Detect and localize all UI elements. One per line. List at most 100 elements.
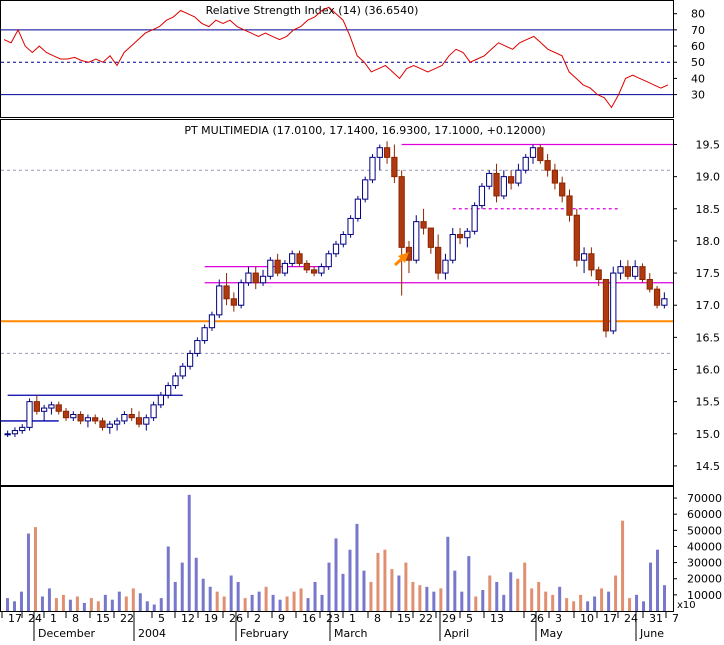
volume-tick-label: 50000: [687, 524, 722, 537]
volume-bar: [180, 562, 184, 611]
price-tick-label: 16.5: [696, 331, 721, 344]
volume-bar: [131, 588, 135, 611]
volume-bar: [292, 591, 296, 611]
volume-bar: [145, 601, 149, 611]
x-tick-label: 1: [349, 612, 356, 625]
price-panel-title: PT MULTIMEDIA (17.0100, 17.1400, 16.9300…: [184, 124, 545, 137]
volume-bar: [257, 591, 261, 611]
volume-bar: [173, 581, 177, 611]
volume-tick-label: 10000: [687, 589, 722, 602]
volume-bar: [208, 586, 212, 611]
rsi-tick-label: 80: [691, 8, 705, 21]
volume-bar: [481, 590, 485, 611]
candle-body: [376, 147, 383, 158]
candle-body: [653, 288, 661, 306]
volume-bar: [243, 598, 247, 611]
volume-bar: [432, 591, 436, 611]
price-tick-label: 17.5: [696, 267, 721, 280]
candle-body: [566, 195, 573, 216]
candle-body: [19, 426, 26, 432]
volume-bar: [628, 598, 632, 611]
volume-bar: [40, 596, 44, 611]
candle-body: [354, 198, 362, 219]
volume-tick-label: 60000: [687, 508, 722, 521]
candle-body: [413, 221, 420, 261]
volume-bar: [572, 601, 576, 611]
candle-body: [500, 176, 507, 197]
volume-bar: [649, 562, 653, 611]
candle-body: [143, 417, 150, 425]
candle-body: [449, 234, 456, 261]
candle-body: [588, 253, 595, 271]
x-axis: 17 24 1 8 15 22 5 12 19 26 2 9 16 23 1 8 15 22 29 5 13 26 3 10 1…: [1, 612, 679, 641]
candle-body: [544, 160, 551, 171]
price-tick-label: 19.5: [696, 139, 721, 152]
candle-body: [486, 172, 493, 187]
candle-body: [340, 234, 347, 245]
x-tick-label: 19: [204, 612, 218, 625]
x-tick-label: 17: [8, 612, 22, 625]
candle-body: [26, 401, 33, 428]
candle-body: [318, 266, 325, 274]
candle-body: [325, 253, 332, 268]
volume-bar: [264, 586, 268, 611]
candle-body: [179, 365, 186, 377]
volume-bar: [516, 578, 520, 611]
volume-tick-label: 30000: [687, 557, 722, 570]
candle-body: [296, 253, 303, 264]
price-tick-label: 17.0: [696, 299, 721, 312]
volume-bar: [222, 596, 226, 611]
rsi-layer: 80 70 60 50 40 30: [1, 6, 705, 109]
candle-body: [48, 404, 55, 409]
volume-bar: [103, 594, 107, 611]
candle-body: [617, 266, 624, 274]
volume-bar: [47, 588, 51, 611]
volume-bar: [656, 549, 660, 611]
x-tick-label: 2: [254, 612, 261, 625]
volume-bar: [166, 546, 170, 611]
candle-body: [347, 217, 354, 236]
candle-body: [252, 272, 259, 284]
candle-body: [128, 414, 135, 419]
candle-body: [391, 156, 398, 178]
x-tick-label: 23: [326, 612, 340, 625]
candle-body: [281, 262, 289, 274]
volume-bar: [250, 594, 254, 611]
rsi-tick-label: 30: [691, 89, 705, 102]
candle-body: [113, 420, 121, 425]
volume-bar: [453, 570, 457, 611]
candle-body: [537, 147, 544, 162]
candle-body: [62, 410, 70, 419]
x-tick-label: 31: [649, 612, 663, 625]
volume-bar: [502, 594, 506, 611]
volume-bar: [313, 581, 317, 611]
x-tick-label: 26: [530, 612, 544, 625]
candle-body: [559, 182, 566, 197]
price-tick-label: 18.5: [696, 203, 721, 216]
x-tick-label: 16: [302, 612, 316, 625]
x-tick-label: 24: [624, 612, 638, 625]
volume-bar: [439, 588, 443, 611]
volume-bar: [19, 591, 23, 611]
volume-bar: [341, 573, 345, 611]
candle-body: [4, 433, 11, 436]
volume-bar: [600, 588, 604, 611]
candle-body: [92, 417, 99, 422]
candle-body: [507, 176, 515, 184]
candle-body: [99, 420, 106, 428]
rsi-tick-label: 60: [691, 40, 705, 53]
candle-body: [267, 259, 274, 277]
volume-tick-label: 70000: [687, 492, 722, 505]
candle-body: [646, 279, 653, 290]
candle-body: [464, 230, 471, 239]
volume-bar: [278, 599, 282, 611]
price-tick-label: 15.0: [696, 428, 721, 441]
candle-body: [230, 298, 237, 306]
candle-body: [157, 394, 165, 406]
candle-body: [41, 407, 48, 412]
candle-body: [435, 246, 442, 274]
volume-bar: [327, 562, 331, 611]
candle-body: [493, 172, 500, 197]
volume-bar: [5, 598, 9, 611]
volume-tick-label: 40000: [687, 540, 722, 553]
